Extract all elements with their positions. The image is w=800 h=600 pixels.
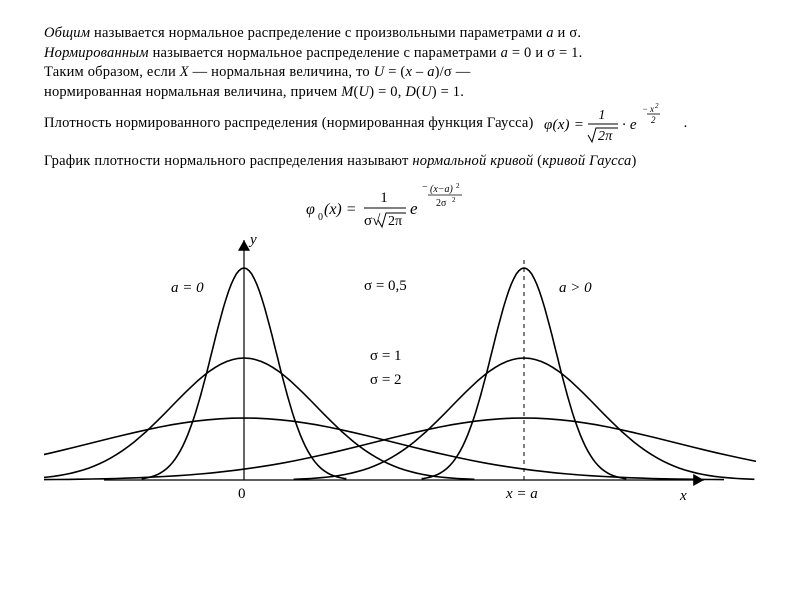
paragraph-1: Общим называется нормальное распределени… [44, 24, 756, 44]
label-origin: 0 [238, 486, 246, 503]
paragraph-3: Таким образом, если X — нормальная велич… [44, 63, 756, 83]
term-normalized: Нормированным [44, 45, 149, 61]
label-sigma-1: σ = 1 [370, 348, 402, 365]
p4-a: нормированная нормальная величина, приче… [44, 84, 341, 100]
p4-f: D [405, 84, 416, 100]
p5-dot: . [684, 114, 688, 134]
paragraph-4: нормированная нормальная величина, приче… [44, 83, 756, 103]
svg-text:1: 1 [598, 108, 605, 123]
svg-text:· e: · e [622, 117, 637, 133]
p6-a: График плотности нормального распределен… [44, 153, 412, 169]
p6-d: кривой Гаусса [542, 153, 631, 169]
p6-b: нормальной кривой [412, 153, 533, 169]
p1-c: a [546, 25, 553, 41]
p2-c: a [501, 45, 508, 61]
paragraph-2: Нормированным называется нормальное расп… [44, 44, 756, 64]
svg-text:2: 2 [655, 102, 659, 110]
p2-b: называется нормальное распределение с па… [149, 45, 501, 61]
p6-c: ( [533, 153, 542, 169]
p3-d: U [374, 64, 385, 80]
gaussian-chart [44, 180, 756, 560]
label-sigma-05: σ = 0,5 [364, 278, 407, 295]
svg-text:2π: 2π [598, 129, 613, 144]
label-sigma-2: σ = 2 [370, 372, 402, 389]
svg-text:φ(x) =: φ(x) = [544, 117, 584, 133]
p3-e: = ( [384, 64, 405, 80]
label-x-axis: x [680, 488, 687, 505]
paragraph-6: График плотности нормального распределен… [44, 152, 756, 172]
p3-i: )/σ — [435, 64, 471, 80]
p4-h: U [421, 84, 432, 100]
figure-area: φ 0 (x) = 1 σ√ 2π e − (x−a) 2 2σ 2 [44, 180, 756, 560]
p4-d: U [359, 84, 370, 100]
p4-b: M [341, 84, 353, 100]
p3-g: – [412, 64, 427, 80]
p1-d: и σ. [554, 25, 581, 41]
p2-d: = 0 и σ = 1. [508, 45, 582, 61]
p3-h: a [427, 64, 434, 80]
p5-text: Плотность нормированного распределения (… [44, 114, 534, 134]
formula-phi: φ(x) = 1 2π · e − x 2 2 [544, 102, 674, 146]
p3-c: — нормальная величина, то [189, 64, 374, 80]
term-general: Общим [44, 25, 90, 41]
p1-b: называется нормальное распределение с пр… [90, 25, 546, 41]
label-a-gt-0: a > 0 [559, 280, 592, 297]
paragraph-5: Плотность нормированного распределения (… [44, 102, 756, 146]
p6-e: ) [631, 153, 636, 169]
label-x-eq-a: x = a [506, 486, 538, 503]
p4-i: ) = 1. [432, 84, 464, 100]
p3-b: X [180, 64, 189, 80]
svg-text:−: − [642, 104, 648, 114]
p3-a: Таким образом, если [44, 64, 180, 80]
label-y-axis: y [250, 232, 257, 249]
label-a-eq-0: a = 0 [171, 280, 204, 297]
svg-text:x: x [649, 104, 654, 114]
p4-e: ) = 0, [369, 84, 405, 100]
svg-text:2: 2 [651, 115, 656, 125]
